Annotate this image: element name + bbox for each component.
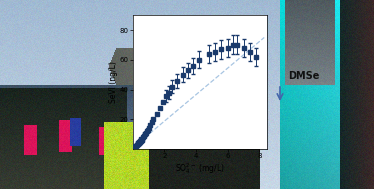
- Text: DMSe: DMSe: [288, 71, 319, 81]
- Y-axis label: SeVI (ng/L): SeVI (ng/L): [109, 61, 118, 103]
- X-axis label: SO$_4^{2-}$ (mg/L): SO$_4^{2-}$ (mg/L): [175, 161, 225, 176]
